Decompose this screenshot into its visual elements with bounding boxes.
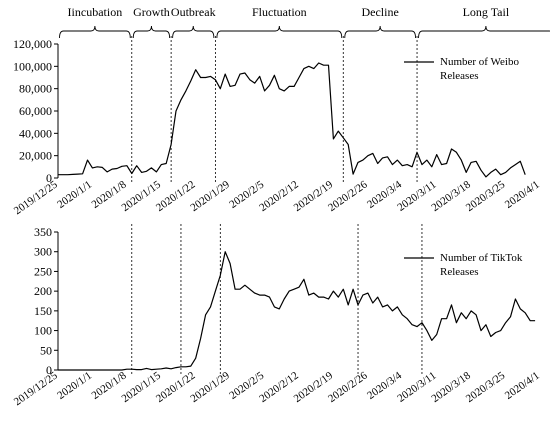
phase-brace-0: [59, 25, 131, 39]
y-tick-label-1-1: 50: [40, 343, 52, 357]
y-tick-label-0-0: 0: [46, 171, 52, 185]
legend-text-0-1: Releases: [440, 70, 478, 82]
weibo-chart-panel: 0 20,000 40,000 60,000 80,000 100,000 120,000 2…: [12, 36, 542, 217]
x-tick-label-0-14: 2020/4/1: [503, 179, 542, 211]
y-tick-label-0-5: 100,000: [13, 59, 52, 73]
x-tick-label-1-5: 2020/1/29: [188, 369, 232, 405]
x-tick-label-1-13: 2020/3/25: [464, 369, 508, 405]
phase-label-5: Long Tail: [463, 5, 510, 19]
x-tick-label-1-9: 2020/2/26: [326, 369, 370, 405]
phase-brace-1: [132, 25, 171, 39]
y-tick-label-0-3: 60,000: [19, 104, 52, 118]
y-tick-label-1-3: 150: [34, 304, 52, 318]
y-tick-label-1-7: 350: [34, 225, 52, 239]
phase-annotations: Iincubation Growth Outbreak Fluctuation Decl…: [59, 5, 550, 39]
y-tick-label-1-0: 0: [46, 363, 52, 377]
phase-label-0: Iincubation: [68, 5, 123, 19]
phase-label-4: Decline: [361, 5, 398, 19]
y-tick-label-0-2: 40,000: [19, 126, 52, 140]
phase-label-2: Outbreak: [171, 5, 216, 19]
y-tick-label-1-6: 300: [34, 245, 52, 259]
x-tick-label-0-5: 2020/1/29: [188, 178, 232, 214]
phase-brace-5: [418, 25, 550, 39]
legend-text-1-0: Number of TikTok: [440, 252, 523, 264]
y-tick-label-1-5: 250: [34, 264, 52, 278]
y-tick-label-0-4: 80,000: [19, 82, 52, 96]
x-tick-label-0-0: 2019/12/25: [12, 178, 60, 217]
y-tick-label-1-4: 200: [34, 284, 52, 298]
y-tick-label-0-6: 120,000: [13, 37, 52, 51]
x-tick-label-0-9: 2020/2/26: [326, 178, 370, 214]
phase-brace-3: [216, 25, 343, 39]
x-tick-label-0-13: 2020/3/25: [464, 178, 508, 214]
legend-text-0-0: Number of Weibo: [440, 56, 519, 68]
x-tick-label-1-0: 2019/12/25: [12, 369, 60, 408]
phase-label-1: Growth: [133, 5, 170, 19]
phase-brace-2: [172, 25, 215, 39]
x-tick-label-1-1: 2020/1/1: [55, 370, 94, 402]
legend-text-1-1: Releases: [440, 266, 478, 278]
x-tick-label-1-14: 2020/4/1: [503, 370, 542, 402]
phase-label-3: Fluctuation: [252, 5, 307, 19]
phase-brace-4: [344, 25, 416, 39]
series-line-1-0: [58, 251, 536, 371]
y-tick-label-0-1: 20,000: [19, 149, 52, 163]
y-tick-label-1-2: 100: [34, 324, 52, 338]
series-line-0-0: [58, 62, 526, 178]
x-tick-label-0-1: 2020/1/1: [55, 179, 94, 211]
